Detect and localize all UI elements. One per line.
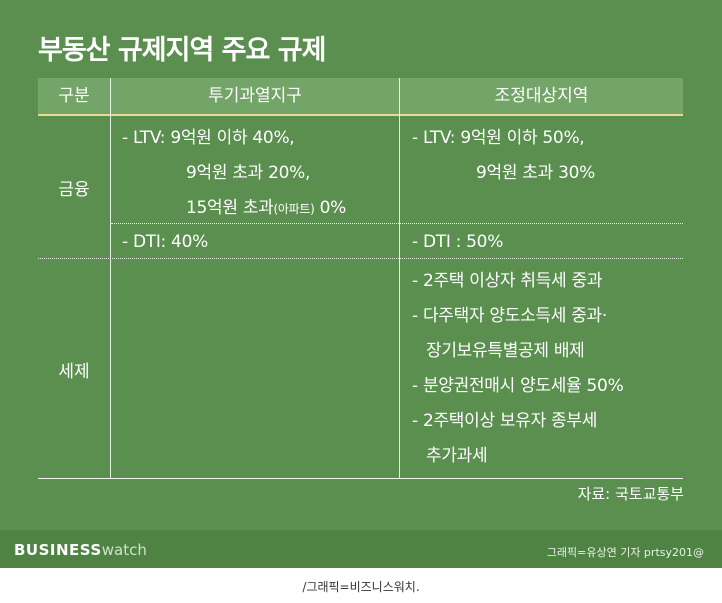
- ltv-speculative-line-2: 9억원 초과 20%,: [186, 163, 311, 183]
- ltv-adjustment-line-1: - LTV: 9억원 이하 50%,: [412, 128, 585, 148]
- tax-adjustment-line-5: - 2주택이상 보유자 종부세: [412, 411, 598, 431]
- tax-adjustment-line-2: - 다주택자 양도소득세 중과·: [412, 306, 607, 326]
- table-header-row: 구분 투기과열지구 조정대상지역: [38, 78, 683, 116]
- tax-adjustment-line-6: 추가과세: [426, 446, 488, 466]
- infographic-card: 부동산 규제지역 주요 규제 구분 투기과열지구 조정대상지역 금융 - LTV…: [0, 0, 722, 568]
- tax-adjustment-line-3: 장기보유특별공제 배제: [426, 341, 585, 361]
- column-divider: [110, 78, 111, 478]
- row-divider-dotted: [111, 223, 683, 224]
- header-category: 구분: [58, 86, 90, 106]
- infographic-title: 부동산 규제지역 주요 규제: [38, 35, 326, 66]
- table-bottom-rule: [38, 478, 683, 479]
- column-divider: [399, 78, 400, 478]
- tax-adjustment-line-4: - 분양권전매시 양도세율 50%: [412, 376, 624, 396]
- image-caption: /그래픽=비즈니스워치.: [302, 580, 420, 594]
- row-divider-dotted: [38, 258, 683, 259]
- ltv-speculative-line-1: - LTV: 9억원 이하 40%,: [122, 128, 295, 148]
- header-speculative-zone: 투기과열지구: [208, 86, 302, 106]
- ltv-speculative-line-3: 15억원 초과(아파트) 0%: [186, 198, 346, 218]
- dti-speculative: - DTI: 40%: [122, 232, 208, 252]
- ltv-adjustment-line-2: 9억원 초과 30%: [476, 163, 595, 183]
- graphic-credit: 그래픽=유상연 기자 prtsy201@: [546, 546, 704, 559]
- row-label-tax: 세제: [58, 362, 90, 382]
- row-label-finance: 금융: [58, 180, 90, 200]
- header-adjustment-zone: 조정대상지역: [494, 86, 589, 106]
- tax-adjustment-line-1: - 2주택 이상자 취득세 중과: [412, 271, 603, 291]
- brand-logo: BUSINESSwatch: [14, 541, 147, 559]
- source-note: 자료: 국토교통부: [577, 485, 684, 503]
- footer-band: [0, 530, 722, 568]
- dti-adjustment: - DTI : 50%: [412, 232, 504, 252]
